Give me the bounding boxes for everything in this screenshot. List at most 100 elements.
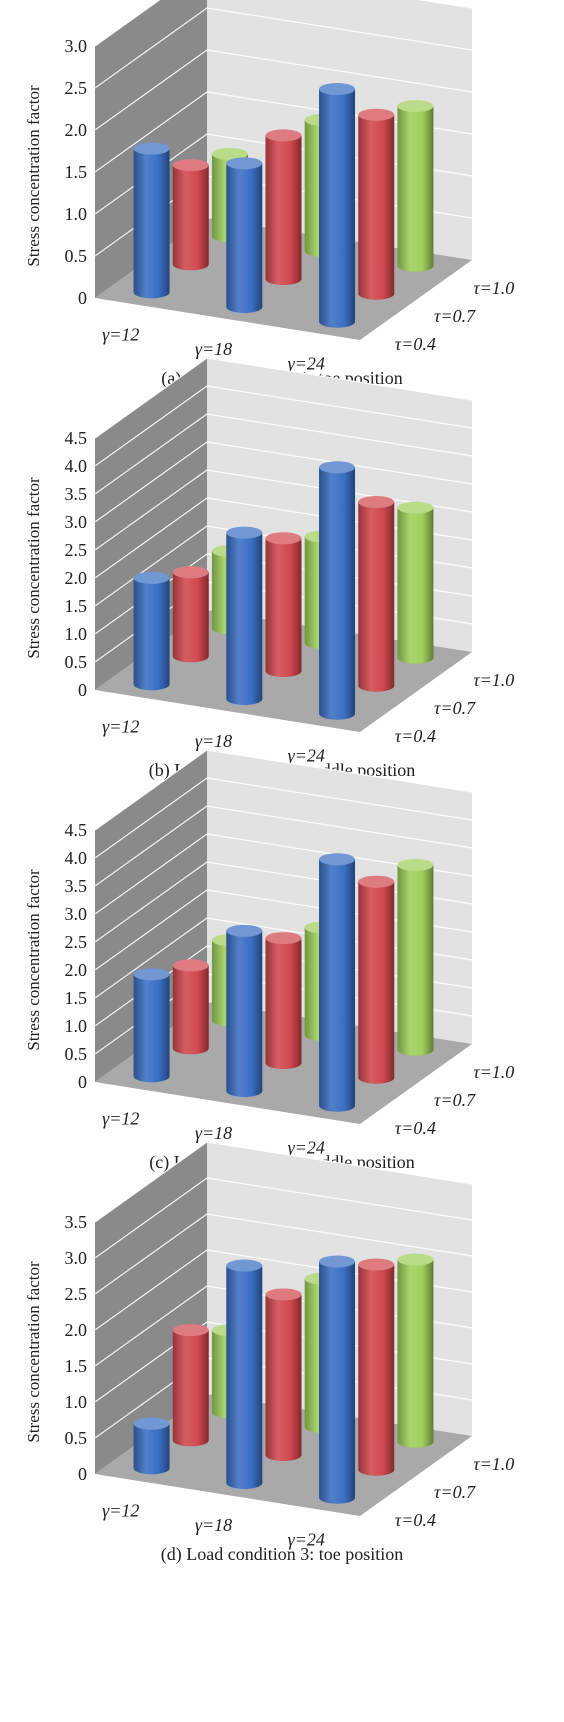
series-label: τ=1.0 — [473, 670, 514, 690]
bar-body — [265, 538, 302, 677]
series-label: τ=0.7 — [434, 1482, 476, 1502]
bar — [265, 532, 302, 677]
bar-top — [358, 496, 395, 509]
y-tick-label: 2.0 — [65, 568, 88, 588]
gridline — [94, 357, 473, 439]
bar-top — [226, 526, 263, 539]
y-tick-label: 4.5 — [65, 820, 88, 840]
y-tick-label: 2.5 — [65, 932, 88, 952]
chart-panel-b: 0 0.5 1.0 1.5 2.0 2.5 3.0 3.5 4.0 4.5 Stress conce… — [24, 357, 514, 781]
category-label: γ=18 — [195, 339, 232, 359]
bar — [358, 108, 395, 300]
bar-top — [172, 1324, 209, 1337]
bar — [172, 1324, 209, 1447]
y-tick-label: 2.5 — [65, 78, 88, 98]
bar-body — [133, 577, 170, 691]
y-tick-label: 1.5 — [65, 988, 88, 1008]
bar-body — [358, 1264, 395, 1476]
bar-top — [133, 968, 170, 981]
bar — [397, 501, 434, 664]
y-tick-label: 2.5 — [65, 540, 88, 560]
category-label: γ=18 — [195, 1515, 232, 1535]
bar — [319, 1255, 356, 1504]
category-label: γ=18 — [195, 1123, 232, 1143]
category-label: γ=12 — [102, 716, 139, 736]
bar — [358, 496, 395, 692]
bar-top — [226, 924, 263, 937]
bar-top — [358, 1258, 395, 1271]
y-tick-label: 1.0 — [65, 204, 88, 224]
y-tick-label: 1.5 — [65, 1356, 88, 1376]
bar-body — [319, 859, 356, 1112]
y-tick-label: 4.5 — [65, 428, 88, 448]
bar — [133, 142, 170, 299]
y-tick-label: 0 — [78, 1072, 87, 1092]
y-tick-label: 3.0 — [65, 904, 88, 924]
y-tick-label: 2.0 — [65, 1320, 88, 1340]
y-tick-label: 2.0 — [65, 120, 88, 140]
series-label: τ=1.0 — [473, 1062, 514, 1082]
bar-top — [226, 157, 263, 170]
bar — [133, 1417, 170, 1475]
bar-top — [133, 571, 170, 584]
bar-top — [397, 1253, 434, 1266]
bar-top — [358, 875, 395, 888]
bar-body — [358, 502, 395, 692]
bar-top — [265, 1288, 302, 1301]
category-label: γ=24 — [288, 354, 325, 374]
y-tick-label: 1.0 — [65, 1016, 88, 1036]
gridline — [94, 1213, 473, 1295]
bar — [319, 83, 356, 328]
y-tick-label: 4.0 — [65, 848, 88, 868]
bar — [397, 1253, 434, 1448]
bar-top — [172, 959, 209, 972]
bar-top — [265, 932, 302, 945]
gridline — [94, 385, 473, 467]
bar-body — [172, 1330, 209, 1447]
bar-top — [226, 1259, 263, 1272]
bar-body — [226, 532, 263, 705]
y-tick-label: 0.5 — [65, 246, 88, 266]
gridline — [94, 49, 473, 131]
bar — [319, 461, 356, 720]
category-label: γ=24 — [288, 746, 325, 766]
y-tick-label: 1.5 — [65, 596, 88, 616]
bar-top — [265, 129, 302, 142]
bar-top — [319, 461, 356, 474]
gridline — [94, 749, 473, 831]
category-label: γ=24 — [288, 1138, 325, 1158]
series-label: τ=0.7 — [434, 698, 476, 718]
bar — [172, 566, 209, 663]
bar — [172, 159, 209, 271]
y-tick-label: 2.5 — [65, 1284, 88, 1304]
bar — [397, 100, 434, 272]
series-label: τ=0.4 — [395, 1510, 436, 1530]
bar-body — [397, 864, 434, 1056]
bar-body — [265, 1294, 302, 1461]
bar — [358, 875, 395, 1084]
bar-body — [397, 106, 434, 272]
bar-body — [397, 507, 434, 664]
gridline — [94, 805, 473, 887]
bar-body — [319, 1261, 356, 1504]
bar-body — [397, 1259, 434, 1448]
bar-body — [172, 165, 209, 271]
bar — [319, 853, 356, 1112]
bar — [226, 924, 263, 1097]
bar-body — [319, 89, 356, 328]
y-tick-label: 3.5 — [65, 1212, 88, 1232]
chart-panel-d: 0 0.5 1.0 1.5 2.0 2.5 3.0 3.5 Stress concentrati… — [24, 1141, 514, 1565]
bar — [265, 1288, 302, 1461]
series-label: τ=0.4 — [395, 334, 436, 354]
category-label: γ=12 — [102, 324, 139, 344]
bar — [226, 526, 263, 705]
bar-top — [211, 147, 248, 160]
series-label: τ=1.0 — [473, 278, 514, 298]
chart-panel-c: 0 0.5 1.0 1.5 2.0 2.5 3.0 3.5 4.0 4.5 Stress conce… — [24, 749, 514, 1173]
series-label: τ=1.0 — [473, 1454, 514, 1474]
series-label: τ=0.7 — [434, 1090, 476, 1110]
bar-body — [133, 1423, 170, 1475]
gridline — [94, 7, 473, 89]
panel-caption: (d) Load condition 3: toe position — [161, 1544, 403, 1565]
